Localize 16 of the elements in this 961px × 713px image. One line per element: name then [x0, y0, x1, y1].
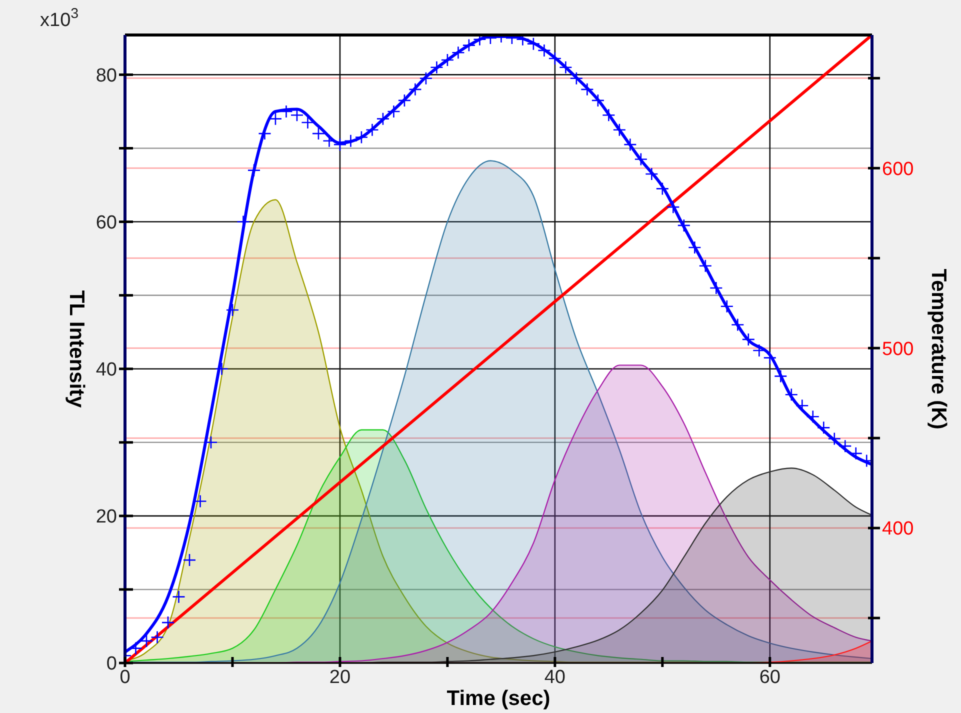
- x-tick-label: 40: [544, 667, 566, 688]
- x-tick-label: 0: [120, 667, 130, 688]
- y-tick-label: 80: [96, 65, 117, 86]
- y-tick-label: 20: [96, 506, 117, 528]
- y-tick-label: 0: [106, 654, 117, 675]
- x-tick-label: 20: [329, 667, 351, 688]
- y2-axis-title: Temperature (K): [927, 268, 950, 430]
- x-axis-title: Time (sec): [446, 687, 550, 710]
- x-tick-label: 60: [759, 667, 780, 688]
- y2-tick-label: 600: [882, 158, 914, 180]
- y2-tick-label: 500: [882, 338, 914, 360]
- text: x10$^{3}$: [40, 6, 79, 31]
- y-tick-label: 40: [96, 360, 117, 381]
- y2-tick-label: 400: [882, 518, 914, 540]
- y-axis-title: TL Intensity: [65, 290, 88, 408]
- y-tick-label: 60: [96, 212, 117, 234]
